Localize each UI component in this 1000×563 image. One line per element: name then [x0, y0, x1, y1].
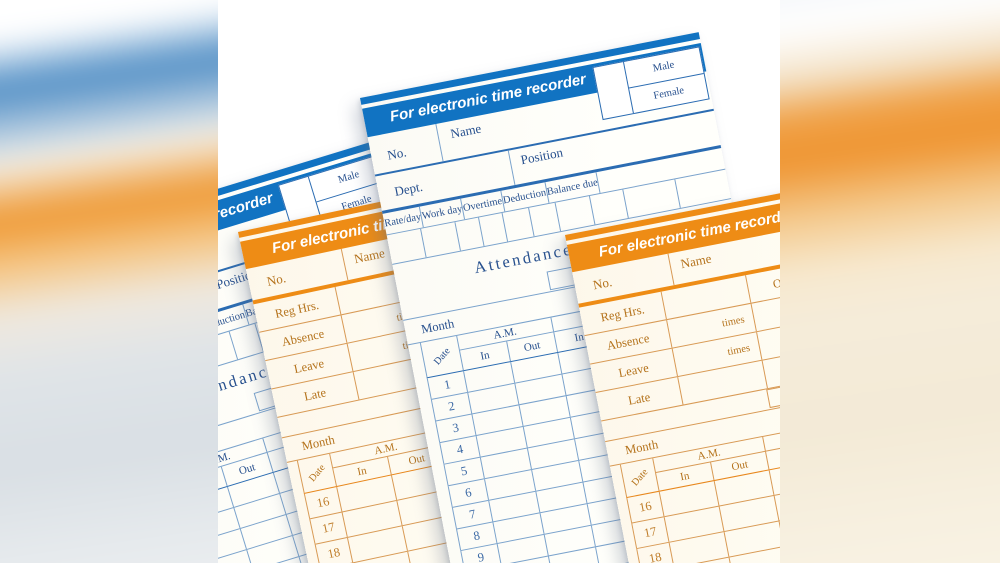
- blurred-left-edge: [0, 0, 218, 563]
- month-label: Month: [419, 315, 456, 336]
- month-label: Month: [300, 432, 336, 453]
- blurred-right-edge: [780, 0, 1000, 563]
- date-column-header: Date: [419, 335, 464, 378]
- blurred-left-gradient: [0, 0, 218, 563]
- month-label: Month: [623, 436, 660, 457]
- blurred-right-gradient: [780, 0, 1000, 563]
